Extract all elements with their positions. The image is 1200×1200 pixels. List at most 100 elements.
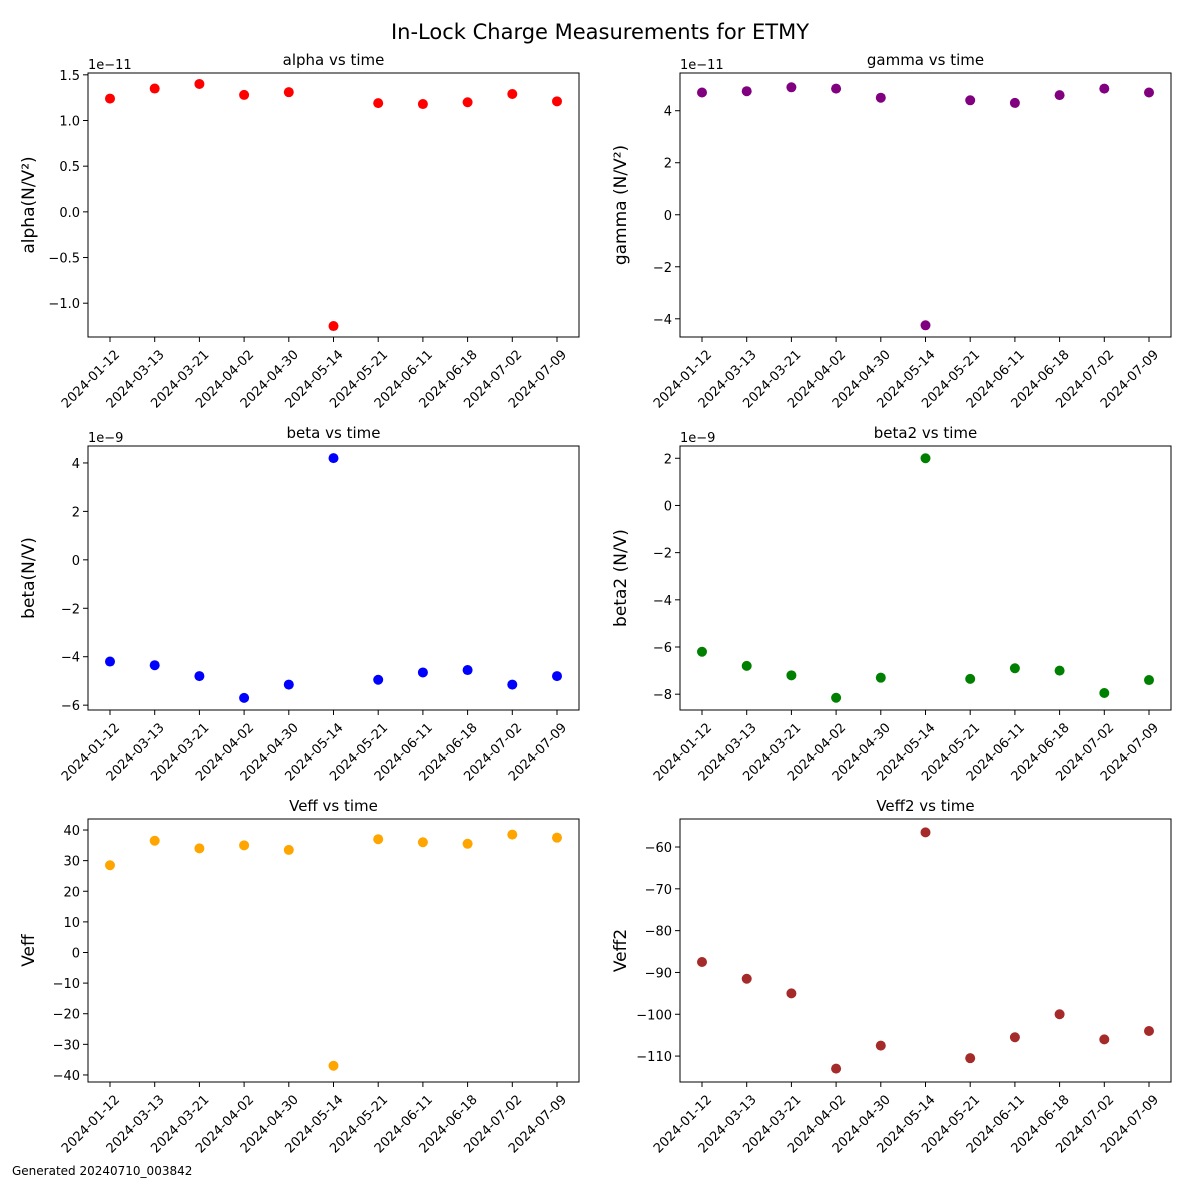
beta-offset-text: 1e−9	[88, 431, 123, 446]
gamma-data-point	[786, 82, 797, 93]
alpha-ytick-label: 1.5	[59, 69, 80, 84]
alpha-data-point	[462, 97, 473, 108]
veff2-data-point	[786, 988, 797, 999]
gamma-data-point	[1009, 97, 1020, 108]
veff2-data-point	[920, 827, 931, 838]
veff2-ytick-label: −90	[645, 966, 672, 981]
veff2-data-point	[1099, 1034, 1110, 1045]
gamma-ytick-label: −4	[653, 313, 672, 328]
beta-ytick-label: 4	[72, 457, 80, 472]
veff2-ytick-label: −100	[636, 1008, 672, 1023]
veff-ytick-label: 0	[72, 946, 80, 961]
beta-data-point	[462, 665, 473, 676]
generated-footer: Generated 20240710_003842	[12, 1164, 193, 1178]
beta-data-point	[149, 660, 160, 671]
veff-data-point	[239, 840, 250, 851]
beta2-data-point	[1099, 688, 1110, 699]
veff-ytick-label: −40	[53, 1069, 80, 1084]
veff-data-point	[507, 829, 518, 840]
veff-data-point	[373, 834, 384, 845]
veff-data-point	[194, 843, 205, 854]
veff2-ytick-label: −70	[645, 883, 672, 898]
beta-data-point	[283, 679, 294, 690]
beta-data-point	[417, 667, 428, 678]
alpha-ytick-label: 0.0	[59, 206, 80, 221]
beta-data-point	[105, 656, 115, 667]
beta-data-point	[373, 674, 384, 685]
alpha-axes-frame	[87, 72, 580, 338]
veff-data-point	[105, 860, 115, 871]
beta-data-point	[328, 453, 339, 464]
veff2-data-point	[1144, 1025, 1154, 1036]
beta-ytick-label: −6	[61, 699, 80, 714]
beta-ytick-label: 0	[72, 554, 80, 569]
alpha-data-point	[194, 78, 205, 89]
veff-ytick-label: 40	[63, 824, 80, 839]
beta2-ytick-label: −6	[653, 641, 672, 656]
beta-data-point	[552, 671, 562, 682]
veff-panel: Veff vs time−40−30−20−10010203040Veff202…	[19, 797, 580, 1156]
veff2-data-point	[875, 1040, 886, 1051]
veff2-data-point	[741, 973, 752, 984]
beta2-data-point	[697, 646, 707, 657]
beta-data-point	[239, 692, 250, 703]
beta2-ylabel: beta2 (N/V)	[611, 529, 631, 627]
alpha-data-point	[328, 321, 339, 332]
gamma-data-point	[697, 87, 707, 98]
veff-data-point	[149, 835, 160, 846]
veff-ytick-label: −30	[53, 1038, 80, 1053]
beta2-ytick-label: −8	[653, 688, 672, 703]
beta2-data-point	[920, 453, 931, 464]
alpha-offset-text: 1e−11	[88, 58, 132, 73]
gamma-data-point	[1144, 87, 1154, 98]
veff2-axes-frame	[679, 818, 1172, 1083]
gamma-ytick-label: 0	[664, 209, 672, 224]
alpha-ytick-label: −1.0	[48, 297, 80, 312]
gamma-data-point	[1054, 90, 1065, 101]
veff-data-point	[552, 832, 562, 843]
gamma-ylabel: gamma (N/V²)	[611, 145, 631, 265]
beta-title: beta vs time	[287, 424, 381, 442]
beta2-ytick-label: 2	[664, 452, 672, 467]
beta-axes-frame	[87, 445, 580, 711]
veff2-title: Veff2 vs time	[876, 797, 974, 815]
gamma-ytick-label: −2	[653, 261, 672, 276]
gamma-data-point	[965, 95, 976, 106]
beta2-axes-frame	[679, 445, 1172, 711]
veff2-data-point	[831, 1063, 842, 1074]
veff2-panel: Veff2 vs time−110−100−90−80−70−60Veff220…	[611, 797, 1172, 1156]
alpha-data-point	[373, 98, 384, 109]
beta-ytick-label: 2	[72, 505, 80, 520]
alpha-data-point	[283, 87, 294, 98]
beta2-data-point	[1009, 663, 1020, 674]
alpha-ytick-label: 0.5	[59, 160, 80, 175]
alpha-ytick-label: 1.0	[59, 115, 80, 130]
beta2-data-point	[786, 670, 797, 681]
alpha-ytick-label: −0.5	[48, 252, 80, 267]
beta2-data-point	[741, 660, 752, 671]
alpha-data-point	[552, 96, 562, 107]
veff-ytick-label: 20	[63, 885, 80, 900]
beta-ylabel: beta(N/V)	[19, 537, 39, 619]
veff2-ytick-label: −80	[645, 925, 672, 940]
beta-data-point	[194, 671, 205, 682]
beta-data-point	[507, 679, 518, 690]
veff-data-point	[417, 837, 428, 848]
gamma-data-point	[1099, 83, 1110, 94]
alpha-data-point	[417, 99, 428, 110]
beta2-ytick-label: 0	[664, 499, 672, 514]
alpha-data-point	[507, 89, 518, 100]
veff-ytick-label: 30	[63, 855, 80, 870]
gamma-data-point	[831, 83, 842, 94]
veff2-data-point	[1054, 1009, 1065, 1020]
gamma-title: gamma vs time	[867, 51, 984, 69]
beta2-offset-text: 1e−9	[680, 431, 715, 446]
alpha-panel: alpha vs time 1e−11 −1.0 −0.5 0.0 0.5 1.0 1.5 al…	[19, 51, 580, 411]
veff-ytick-label: 10	[63, 916, 80, 931]
alpha-data-point	[149, 83, 160, 94]
beta2-ytick-label: −4	[653, 594, 672, 609]
gamma-axes-frame	[679, 72, 1172, 338]
